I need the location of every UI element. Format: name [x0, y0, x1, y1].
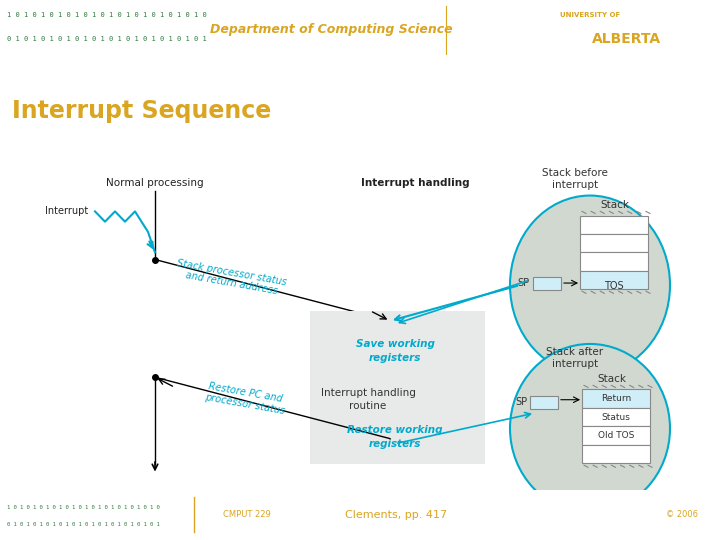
Text: UNIVERSITY OF: UNIVERSITY OF — [560, 12, 621, 18]
Text: Interrupt handling: Interrupt handling — [361, 178, 469, 187]
Ellipse shape — [510, 344, 670, 513]
FancyBboxPatch shape — [533, 277, 561, 290]
Text: Interrupt: Interrupt — [45, 206, 88, 217]
Text: TOS: TOS — [604, 281, 624, 291]
Text: processor status: processor status — [204, 392, 286, 416]
Text: Interrupt handling: Interrupt handling — [320, 388, 415, 397]
Text: 1 0 1 0 1 0 1 0 1 0 1 0 1 0 1 0 1 0 1 0 1 0 1 0: 1 0 1 0 1 0 1 0 1 0 1 0 1 0 1 0 1 0 1 0 … — [7, 505, 160, 510]
Bar — [580, 252, 648, 271]
Bar — [580, 271, 648, 289]
Text: and return address: and return address — [185, 270, 279, 296]
Text: 1 0 1 0 1 0 1 0 1 0 1 0 1 0 1 0 1 0 1 0 1 0 1 0: 1 0 1 0 1 0 1 0 1 0 1 0 1 0 1 0 1 0 1 0 … — [7, 12, 207, 18]
Text: routine: routine — [349, 401, 387, 411]
Text: SP: SP — [518, 278, 530, 288]
FancyBboxPatch shape — [530, 396, 558, 409]
Bar — [582, 426, 650, 445]
Text: registers: registers — [369, 353, 421, 363]
Text: Department of Computing Science: Department of Computing Science — [210, 23, 452, 37]
Bar — [582, 389, 650, 408]
Text: Save working: Save working — [356, 340, 434, 349]
Text: Normal processing: Normal processing — [106, 178, 204, 187]
Text: interrupt: interrupt — [552, 180, 598, 190]
Text: Stack before: Stack before — [542, 167, 608, 178]
Bar — [580, 215, 648, 234]
Text: Restore PC and: Restore PC and — [207, 381, 283, 404]
Text: Clements, pp. 417: Clements, pp. 417 — [345, 510, 447, 520]
Text: Stack: Stack — [600, 200, 629, 210]
Text: Stack processor status: Stack processor status — [176, 258, 288, 287]
Text: Old TOS: Old TOS — [598, 431, 634, 440]
Bar — [580, 234, 648, 252]
FancyBboxPatch shape — [310, 310, 485, 464]
Text: © 2006: © 2006 — [667, 510, 698, 519]
Text: Status: Status — [602, 413, 631, 422]
Text: interrupt: interrupt — [552, 359, 598, 369]
Text: Interrupt Sequence: Interrupt Sequence — [12, 99, 271, 123]
Ellipse shape — [510, 195, 670, 375]
Text: ALBERTA: ALBERTA — [592, 32, 661, 46]
Text: SP: SP — [516, 397, 528, 407]
Text: Return: Return — [601, 394, 631, 403]
Text: registers: registers — [369, 438, 421, 449]
Text: Stack after: Stack after — [546, 347, 603, 356]
Bar — [582, 445, 650, 463]
Text: CMPUT 229: CMPUT 229 — [223, 510, 271, 519]
Text: 0 1 0 1 0 1 0 1 0 1 0 1 0 1 0 1 0 1 0 1 0 1 0 1: 0 1 0 1 0 1 0 1 0 1 0 1 0 1 0 1 0 1 0 1 … — [7, 36, 207, 42]
Text: 0 1 0 1 0 1 0 1 0 1 0 1 0 1 0 1 0 1 0 1 0 1 0 1: 0 1 0 1 0 1 0 1 0 1 0 1 0 1 0 1 0 1 0 1 … — [7, 522, 160, 528]
Text: Restore working: Restore working — [347, 426, 443, 435]
Bar — [582, 408, 650, 426]
Text: Stack: Stack — [598, 374, 626, 384]
